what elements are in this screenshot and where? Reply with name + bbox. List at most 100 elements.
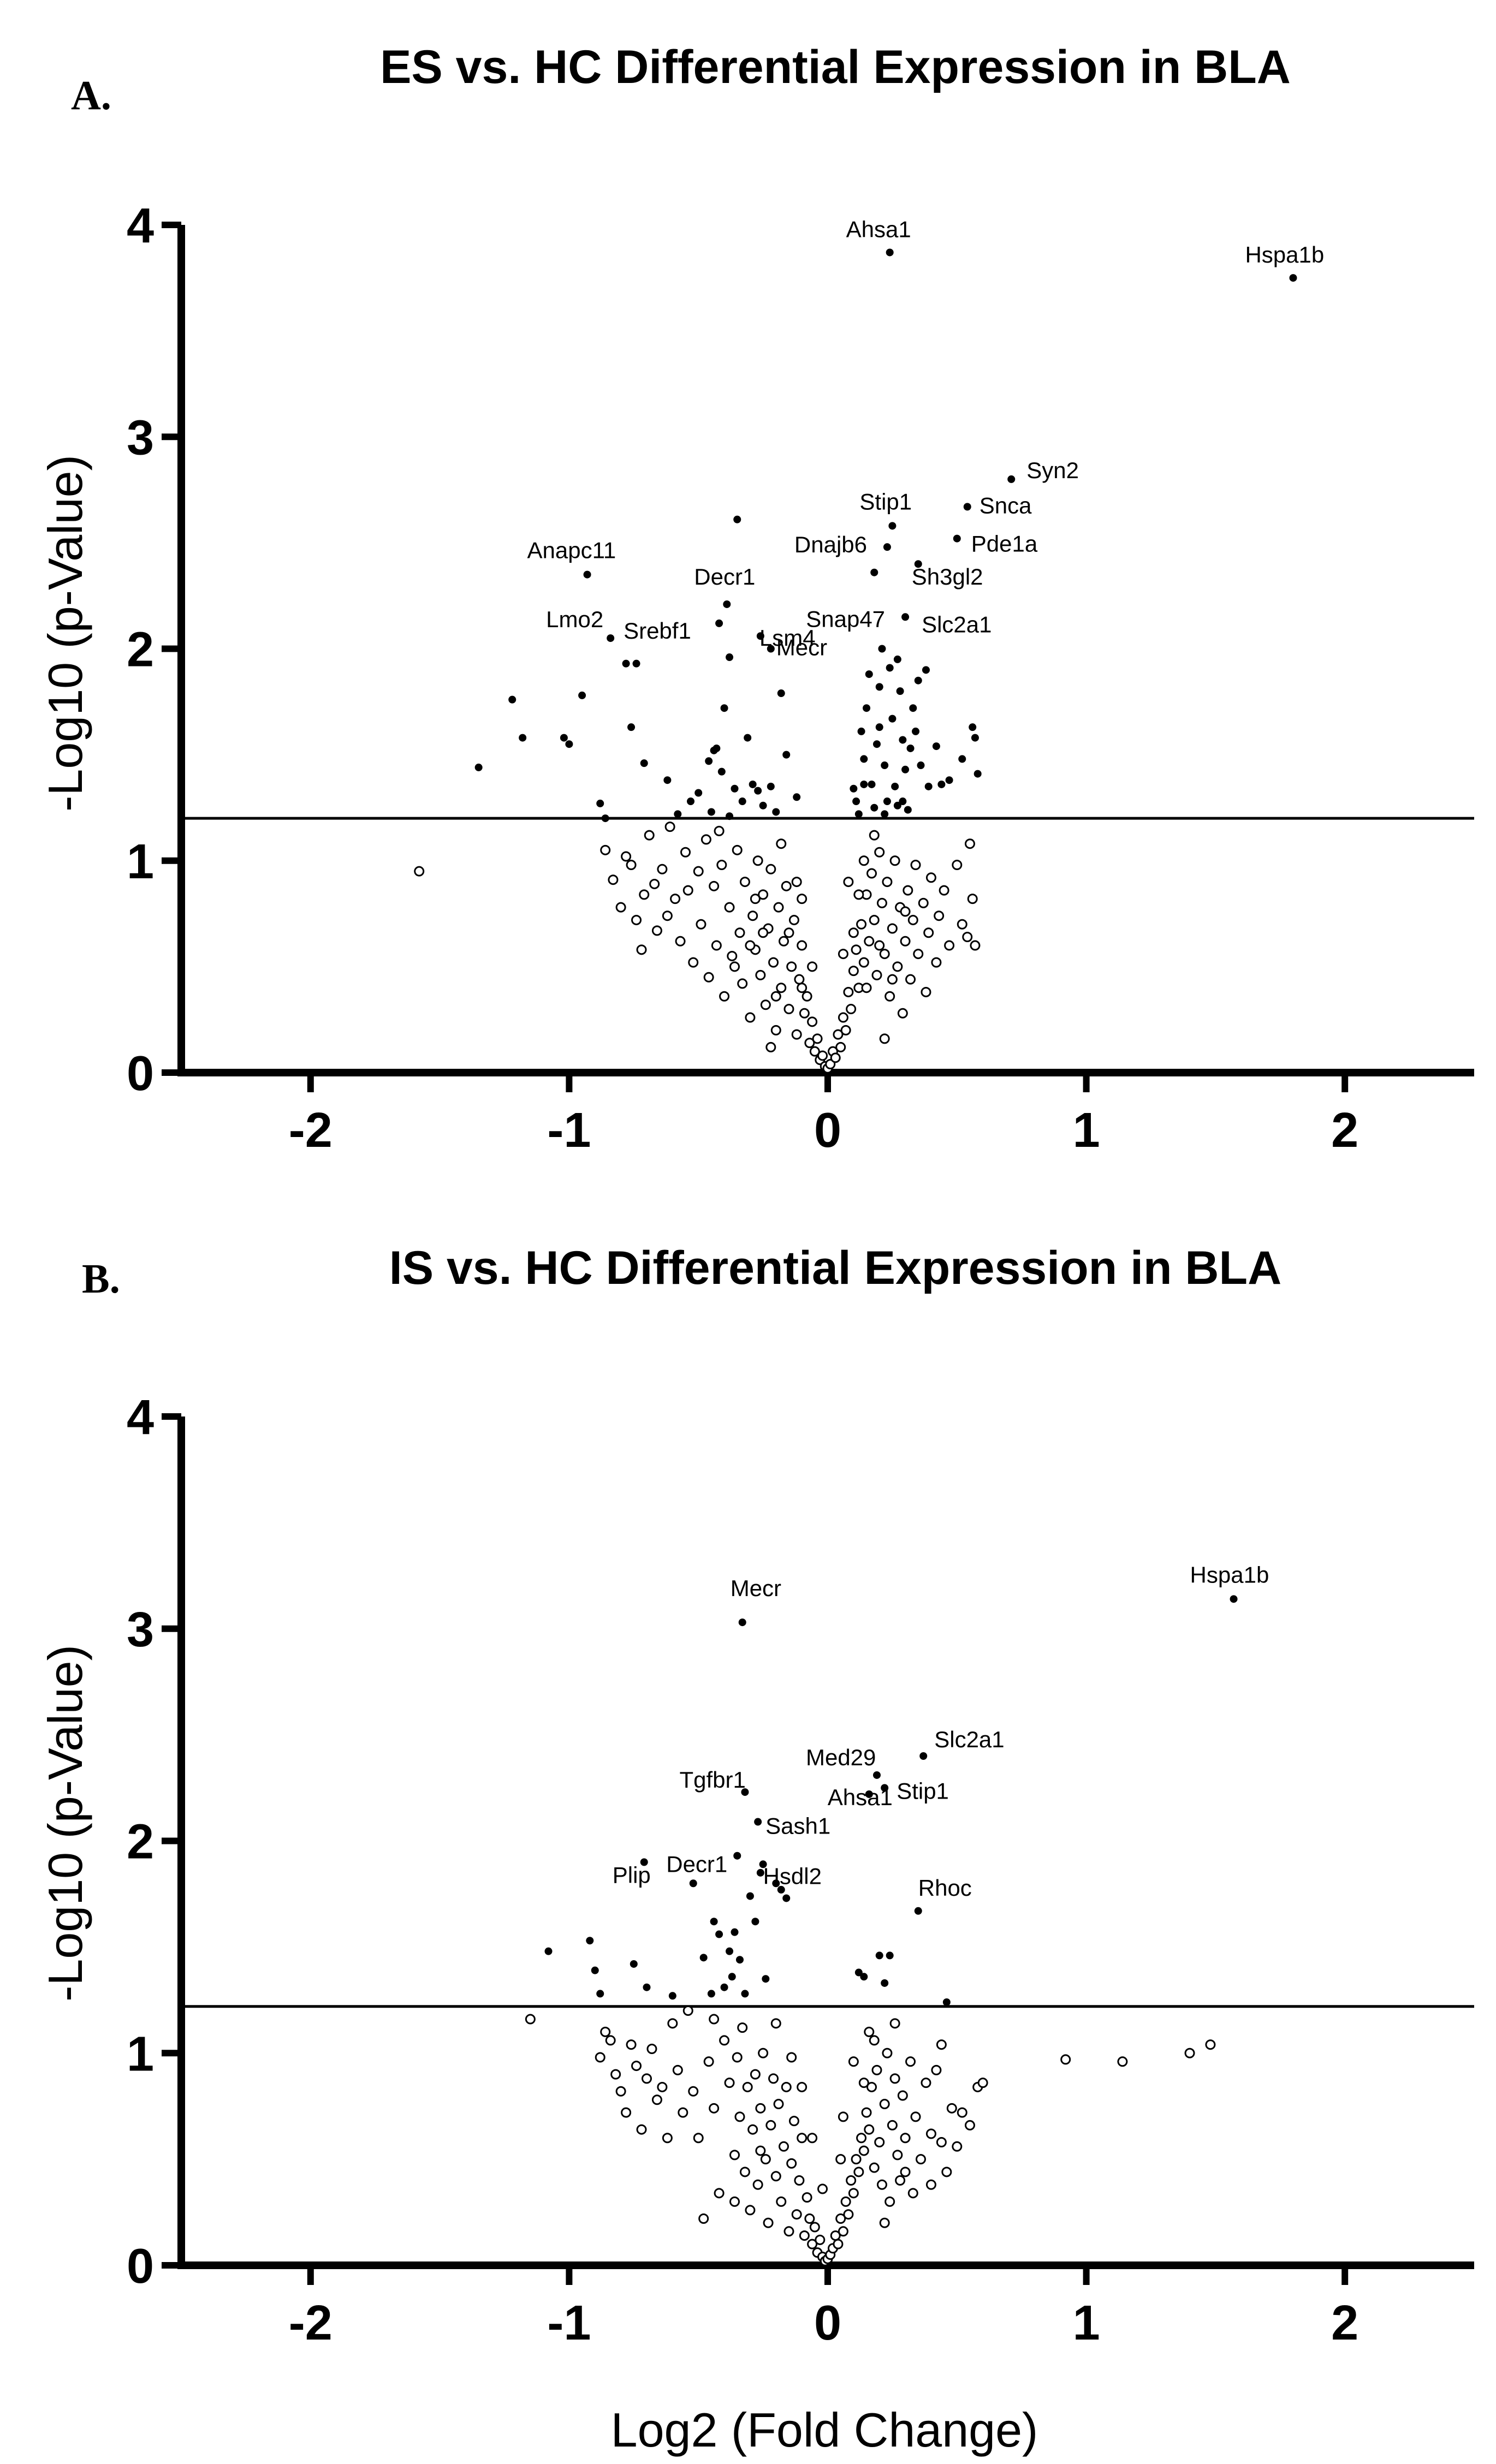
panel-b-point-nonsignificant xyxy=(763,2217,774,2228)
panel-a-point-significant xyxy=(899,736,907,744)
panel-a-point-nonsignificant xyxy=(664,822,675,832)
panel-a-point-nonsignificant xyxy=(783,1004,794,1015)
panel-a-point-significant xyxy=(717,767,726,776)
panel-a-point-significant xyxy=(632,659,640,668)
panel-b-point-significant xyxy=(782,1894,791,1902)
panel-a-title: ES vs. HC Differential Expression in BLA xyxy=(380,41,1291,93)
panel-a-x-tick-label: -1 xyxy=(547,1103,591,1158)
panel-a-point-nonsignificant xyxy=(812,1033,823,1044)
panel-b-point-nonsignificant xyxy=(719,2035,730,2046)
panel-b-point-nonsignificant xyxy=(858,2078,869,2088)
panel-b-point-nonsignificant xyxy=(693,2133,704,2144)
panel-a-point-nonsignificant xyxy=(752,855,763,866)
panel-a-point-snap47 xyxy=(870,568,878,576)
panel-a-point-nonsignificant xyxy=(874,847,885,858)
panel-b-point-nonsignificant xyxy=(747,2124,758,2135)
panel-a-point-nonsignificant xyxy=(711,940,722,951)
panel-a-point-nonsignificant xyxy=(882,877,893,888)
panel-b-point-nonsignificant xyxy=(742,2081,753,2092)
panel-b-point-nonsignificant xyxy=(936,2039,947,2050)
panel-b-point-nonsignificant xyxy=(783,2226,794,2237)
panel-b-x-tick-label: 1 xyxy=(1073,2296,1100,2350)
panel-a-point-significant xyxy=(924,782,933,790)
panel-a-point-nonsignificant xyxy=(848,927,859,938)
panel-a-point-nonsignificant xyxy=(807,1016,818,1027)
panel-a-point-nonsignificant xyxy=(923,927,934,938)
panel-b-point-nonsignificant xyxy=(952,2141,963,2152)
panel-a-point-nonsignificant xyxy=(838,949,848,960)
panel-a-point-nonsignificant xyxy=(964,838,975,849)
panel-b-point-nonsignificant xyxy=(864,2026,875,2037)
panel-a-y-tick-label: 3 xyxy=(127,410,154,465)
panel-a-point-significant xyxy=(565,740,573,748)
panel-b-point-nonsignificant xyxy=(698,2213,709,2224)
panel-b-gene-label-slc2a1: Slc2a1 xyxy=(934,1727,1004,1752)
panel-b-point-nonsignificant xyxy=(907,2188,918,2199)
panel-a-point-nonsignificant xyxy=(781,880,792,891)
panel-a-x-tick-label: -2 xyxy=(289,1103,333,1158)
panel-b-point-plip xyxy=(640,1858,648,1866)
panel-a-point-nonsignificant xyxy=(887,974,898,985)
panel-a-point-significant xyxy=(912,727,920,735)
panel-b-point-nonsignificant xyxy=(752,2179,763,2190)
panel-a-point-significant xyxy=(893,655,901,663)
panel-a-point-nonsignificant xyxy=(817,1050,828,1061)
panel-b-point-nonsignificant xyxy=(809,2222,820,2233)
panel-a-point-nonsignificant xyxy=(758,889,769,900)
panel-b-point-nonsignificant xyxy=(864,2124,875,2135)
panel-a-point-ahsa1 xyxy=(886,248,894,257)
panel-a-point-nonsignificant xyxy=(853,889,864,900)
panel-b-letter: B. xyxy=(82,1256,120,1302)
panel-a-point-significant xyxy=(886,664,894,672)
panel-a-point-nonsignificant xyxy=(750,894,761,904)
panel-b-point-nonsignificant xyxy=(887,2120,898,2130)
panel-b-point-nonsignificant xyxy=(964,2120,975,2130)
panel-b-gene-label-stip1: Stip1 xyxy=(897,1778,949,1804)
panel-a-point-nonsignificant xyxy=(835,1041,846,1052)
panel-a-point-nonsignificant xyxy=(737,978,748,989)
panel-a-point-significant xyxy=(904,806,912,814)
panel-a-point-nonsignificant xyxy=(615,902,626,913)
panel-b-point-nonsignificant xyxy=(709,2014,720,2025)
panel-a-point-nonsignificant xyxy=(802,991,812,1002)
panel-b-point-nonsignificant xyxy=(626,2039,637,2050)
panel-a-point-nonsignificant xyxy=(907,914,918,925)
panel-a-point-significant xyxy=(888,715,897,723)
panel-b-point-significant xyxy=(886,1951,894,1960)
panel-b-point-nonsignificant xyxy=(615,2086,626,2097)
panel-a-point-nonsignificant xyxy=(879,949,890,960)
panel-a-point-nonsignificant xyxy=(913,949,924,960)
panel-b-point-significant xyxy=(596,1990,604,1998)
panel-a-point-nonsignificant xyxy=(884,991,895,1002)
panel-a-point-nonsignificant xyxy=(791,1029,802,1040)
panel-a-point-nonsignificant xyxy=(745,940,756,951)
panel-a-point-significant xyxy=(733,515,741,523)
panel-a-point-nonsignificant xyxy=(900,936,911,947)
panel-b-point-nonsignificant xyxy=(848,2056,859,2067)
panel-b-point-significant xyxy=(710,1918,718,1926)
panel-b-point-nonsignificant xyxy=(921,2078,931,2088)
panel-a-point-nonsignificant xyxy=(910,860,921,871)
panel-b-point-significant xyxy=(728,1973,736,1981)
panel-b-point-significant xyxy=(544,1947,553,1955)
panel-a-point-nonsignificant xyxy=(791,877,802,888)
panel-a-point-nonsignificant xyxy=(931,957,942,968)
panel-a-point-nonsignificant xyxy=(858,957,869,968)
panel-a-point-slc2a1 xyxy=(901,613,910,621)
panel-b-point-significant xyxy=(720,1983,728,1991)
panel-b-point-nonsignificant xyxy=(799,2230,810,2241)
panel-a-point-nonsignificant xyxy=(776,838,787,849)
panel-b-point-significant xyxy=(726,1947,734,1955)
panel-a-point-mecr xyxy=(767,645,775,653)
panel-b-point-nonsignificant xyxy=(879,2217,890,2228)
panel-a-point-nonsignificant xyxy=(786,961,797,972)
panel-a-point-significant xyxy=(973,770,982,778)
panel-b-point-nonsignificant xyxy=(876,2179,887,2190)
panel-b-point-nonsignificant xyxy=(815,2234,826,2245)
panel-a-point-significant xyxy=(705,757,713,765)
panel-b-point-nonsignificant xyxy=(714,2188,725,2199)
panel-a-y-axis-label: -Log10 (p-Value) xyxy=(38,455,92,812)
panel-a-point-nonsignificant xyxy=(843,986,854,997)
panel-a-point-lmo2 xyxy=(607,634,615,642)
panel-b-point-rhoc xyxy=(914,1907,922,1915)
